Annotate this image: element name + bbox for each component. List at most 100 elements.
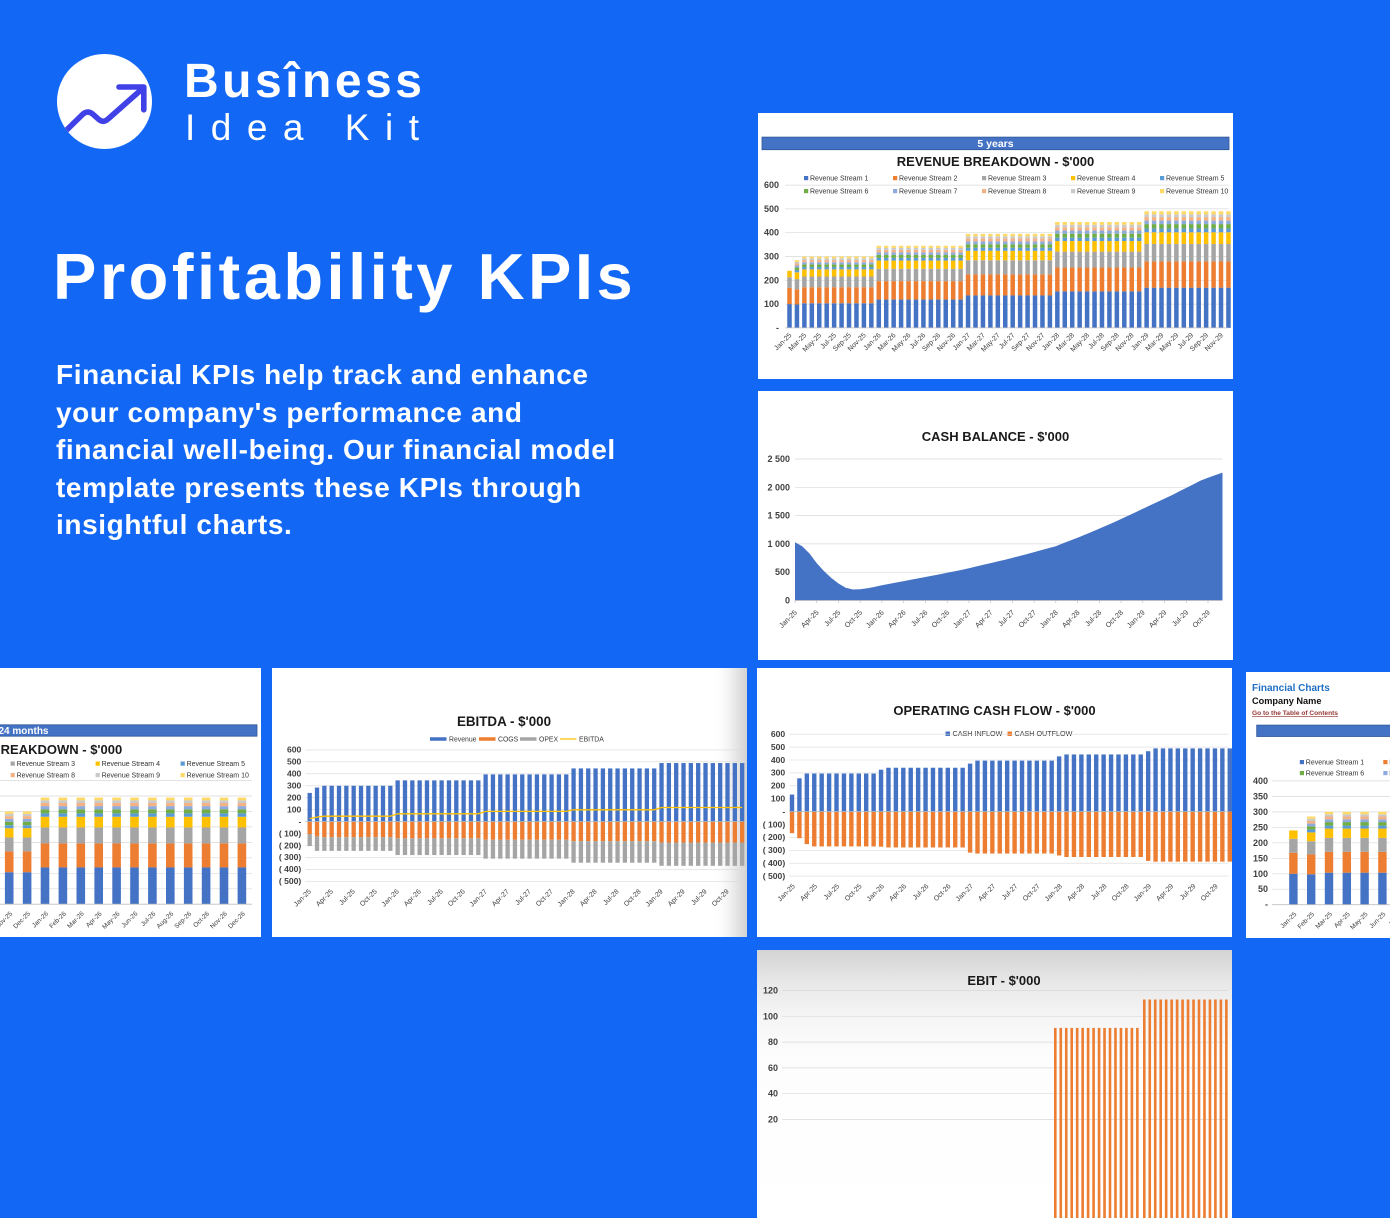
svg-text:1 000: 1 000 (768, 539, 790, 549)
svg-text:May-25: May-25 (1349, 910, 1370, 931)
svg-text:Apr-29: Apr-29 (1147, 608, 1169, 630)
svg-text:EBITDA - $'000: EBITDA - $'000 (457, 714, 551, 729)
svg-text:Oct-27: Oct-27 (1022, 883, 1042, 903)
svg-text:Revenue Stream 6: Revenue Stream 6 (1306, 770, 1364, 777)
svg-text:CASH OUTFLOW: CASH OUTFLOW (1015, 729, 1073, 738)
svg-text:( 300): ( 300) (763, 845, 786, 855)
svg-text:Go to the Table of Contents: Go to the Table of Contents (1252, 710, 1338, 717)
svg-text:Jan-27: Jan-27 (951, 608, 973, 630)
svg-text:Revenue Stream 3: Revenue Stream 3 (988, 175, 1046, 182)
svg-text:500: 500 (287, 757, 302, 767)
svg-text:100: 100 (1253, 868, 1268, 878)
svg-text:Mar-25: Mar-25 (1314, 910, 1334, 930)
svg-text:-: - (1265, 899, 1268, 909)
svg-text:Apr-29: Apr-29 (1156, 883, 1176, 903)
svg-text:Oct-26: Oct-26 (192, 910, 211, 929)
svg-text:Revenue Stream 7: Revenue Stream 7 (899, 188, 957, 195)
svg-text:Jan-25: Jan-25 (1279, 910, 1298, 929)
svg-text:600: 600 (771, 729, 786, 739)
svg-text:120: 120 (763, 986, 778, 996)
svg-text:( 200): ( 200) (763, 832, 786, 842)
svg-text:Revenue Stream 1: Revenue Stream 1 (1306, 759, 1364, 766)
svg-text:Jul-27: Jul-27 (996, 608, 1016, 628)
svg-text:Revenue Stream 2: Revenue Stream 2 (899, 175, 957, 182)
svg-text:350: 350 (1253, 791, 1268, 801)
svg-text:May-26: May-26 (101, 910, 122, 931)
svg-text:20: 20 (768, 1115, 778, 1125)
svg-text:1 500: 1 500 (768, 511, 790, 521)
svg-text:40: 40 (768, 1089, 778, 1099)
svg-text:300: 300 (287, 781, 302, 791)
svg-text:400: 400 (764, 227, 779, 237)
svg-text:Sep-26: Sep-26 (173, 910, 193, 930)
svg-text:Jan-28: Jan-28 (1038, 608, 1060, 630)
svg-text:( 100): ( 100) (279, 828, 302, 838)
svg-text:Oct-28: Oct-28 (1103, 608, 1125, 630)
svg-text:Revenue Stream 9: Revenue Stream 9 (1077, 188, 1135, 195)
svg-text:Revenue Stream 8: Revenue Stream 8 (988, 188, 1046, 195)
svg-text:Jan-25: Jan-25 (777, 883, 797, 903)
svg-text:Revenue Stream 5: Revenue Stream 5 (1166, 175, 1224, 182)
svg-text:Feb-26: Feb-26 (48, 910, 68, 930)
svg-text:-: - (783, 806, 786, 816)
svg-text:Jul-29: Jul-29 (690, 888, 708, 906)
svg-text:( 400): ( 400) (279, 864, 302, 874)
svg-text:Apr-27: Apr-27 (491, 888, 511, 908)
svg-text:Jun-26: Jun-26 (120, 910, 139, 929)
svg-text:CASH BALANCE - $'000: CASH BALANCE - $'000 (922, 429, 1069, 444)
svg-text:Jan-25: Jan-25 (293, 888, 313, 908)
svg-text:Jan-26: Jan-26 (864, 608, 886, 630)
svg-text:Jul-29: Jul-29 (1170, 608, 1190, 628)
svg-text:Revenue Stream 3: Revenue Stream 3 (17, 761, 75, 768)
svg-text:REVENUE BREAKDOWN - $'000: REVENUE BREAKDOWN - $'000 (897, 154, 1094, 169)
svg-text:Oct-29: Oct-29 (1190, 608, 1212, 630)
svg-text:300: 300 (1253, 807, 1268, 817)
svg-text:200: 200 (764, 275, 779, 285)
svg-text:Oct-26: Oct-26 (933, 883, 953, 903)
svg-text:Oct-26: Oct-26 (447, 888, 467, 908)
svg-text:600: 600 (287, 745, 302, 755)
svg-text:0: 0 (785, 596, 790, 606)
svg-text:250: 250 (1253, 822, 1268, 832)
svg-text:Financial Charts: Financial Charts (1252, 683, 1330, 694)
svg-text:Jul-26: Jul-26 (909, 608, 929, 628)
svg-text:50: 50 (1258, 884, 1268, 894)
svg-text:400: 400 (287, 769, 302, 779)
svg-text:Apr-25: Apr-25 (799, 608, 821, 630)
svg-text:Revenue Stream 10: Revenue Stream 10 (187, 773, 249, 780)
svg-text:Jan-29: Jan-29 (1133, 883, 1153, 903)
svg-text:200: 200 (771, 781, 786, 791)
svg-text:Jan-27: Jan-27 (955, 883, 975, 903)
svg-text:5 years: 5 years (977, 138, 1013, 150)
svg-text:Jan-27: Jan-27 (468, 888, 488, 908)
svg-text:Revenue Stream 6: Revenue Stream 6 (810, 188, 868, 195)
svg-text:Jul-25: Jul-25 (822, 608, 842, 628)
svg-text:Oct-25: Oct-25 (359, 888, 379, 908)
svg-text:Jul-25: Jul-25 (338, 888, 356, 906)
svg-text:400: 400 (771, 755, 786, 765)
svg-text:OPEX: OPEX (539, 737, 559, 744)
svg-text:Jul-28: Jul-28 (602, 888, 620, 906)
svg-text:Jun-25: Jun-25 (1368, 910, 1387, 929)
svg-text:REVENUE BREAKDOWN - $'000: REVENUE BREAKDOWN - $'000 (0, 742, 122, 757)
svg-text:Oct-28: Oct-28 (1111, 883, 1131, 903)
svg-text:( 500): ( 500) (279, 876, 302, 886)
svg-text:Jan-26: Jan-26 (380, 888, 400, 908)
svg-text:300: 300 (771, 768, 786, 778)
svg-text:Jul-28: Jul-28 (1083, 608, 1103, 628)
svg-text:Revenue Stream 8: Revenue Stream 8 (17, 773, 75, 780)
svg-text:100: 100 (763, 1012, 778, 1022)
svg-text:Revenue Stream 9: Revenue Stream 9 (102, 773, 160, 780)
svg-text:Revenue Stream 4: Revenue Stream 4 (1077, 175, 1135, 182)
svg-text:Nov-26: Nov-26 (209, 910, 229, 930)
svg-text:2 000: 2 000 (768, 483, 790, 493)
svg-text:Apr-27: Apr-27 (978, 883, 998, 903)
svg-text:Jul-27: Jul-27 (1001, 883, 1020, 902)
svg-text:600: 600 (764, 180, 779, 190)
svg-text:200: 200 (1253, 837, 1268, 847)
svg-text:Apr-25: Apr-25 (800, 883, 820, 903)
svg-text:Jul-29: Jul-29 (1179, 883, 1198, 902)
svg-text:60: 60 (768, 1063, 778, 1073)
svg-text:( 400): ( 400) (763, 858, 786, 868)
svg-text:Apr-26: Apr-26 (889, 883, 909, 903)
